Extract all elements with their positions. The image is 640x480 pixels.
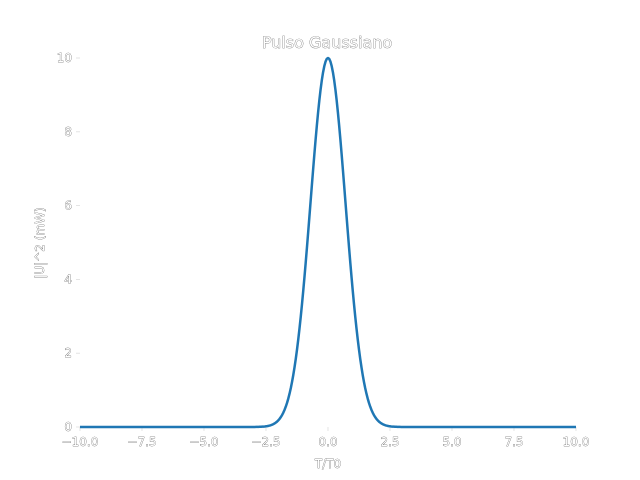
series-group (79, 56, 577, 429)
chart-title: Pulso Gaussiano (262, 33, 392, 52)
x-tick-label: −5.0 (189, 435, 218, 449)
x-tick-label: 7.5 (504, 435, 523, 449)
x-tick-label: 0.0 (318, 435, 337, 449)
x-tick-label: −7.5 (127, 435, 156, 449)
y-axis-label: |U|^2 (mW) (33, 207, 47, 278)
x-axis-ticks: −10.0 −7.5 −5.0 −2.5 0.0 2.5 5.0 7.5 10.0 (61, 427, 590, 449)
y-tick-label: 2 (64, 346, 72, 360)
y-tick-label: 4 (64, 272, 72, 286)
y-tick-label: 0 (64, 420, 72, 434)
x-tick-label: −10.0 (62, 435, 99, 449)
x-tick-label: −2.5 (251, 435, 280, 449)
x-tick-label: 2.5 (380, 435, 399, 449)
x-tick-label: 5.0 (442, 435, 461, 449)
x-axis-label: T/T0 (314, 457, 341, 471)
y-tick-label: 6 (64, 199, 72, 213)
series-curve-0 (79, 56, 577, 429)
y-axis-ticks: 0 2 4 6 8 10 (56, 51, 80, 434)
y-tick-label: 8 (64, 125, 72, 139)
x-tick-label: 10.0 (563, 435, 590, 449)
y-tick-label: 10 (57, 51, 72, 65)
